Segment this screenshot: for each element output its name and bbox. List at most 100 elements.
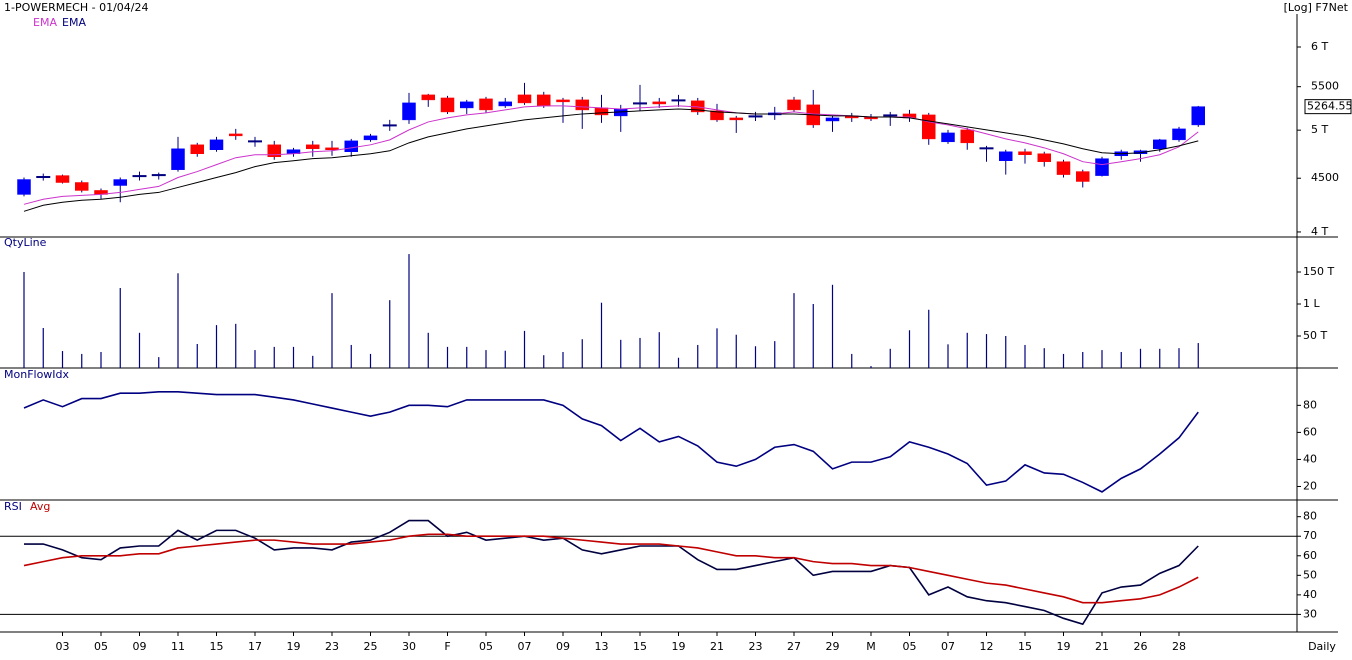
indicator-line bbox=[24, 519, 1199, 626]
y-tick-label: 5500 bbox=[1311, 80, 1339, 93]
chart-title: 1-POWERMECH - 01/04/24 bbox=[4, 1, 149, 14]
candle-body bbox=[729, 117, 743, 121]
candle-body bbox=[17, 179, 31, 195]
candle-body bbox=[1095, 158, 1109, 176]
y-tick-label: 50 T bbox=[1303, 329, 1327, 342]
candle-body bbox=[402, 102, 416, 121]
candle-body bbox=[229, 133, 243, 137]
candle-body bbox=[941, 132, 955, 143]
legend-entry: EMA bbox=[62, 16, 86, 29]
y-tick-label: 40 bbox=[1303, 588, 1317, 601]
candle-body bbox=[1018, 151, 1032, 155]
y-tick-label: 30 bbox=[1303, 607, 1317, 620]
ema-line bbox=[23, 105, 1199, 205]
candle-body bbox=[652, 101, 666, 105]
scale-label: [Log] F7Net bbox=[1284, 1, 1349, 14]
price-label-box bbox=[1304, 99, 1352, 115]
x-tick-label: 19 bbox=[1057, 640, 1071, 653]
candle-body bbox=[979, 147, 994, 150]
x-axis-label: Daily bbox=[1308, 640, 1336, 653]
candle-body bbox=[248, 140, 262, 143]
x-tick-label: 05 bbox=[479, 640, 493, 653]
candle-body bbox=[537, 94, 551, 107]
y-tick-label: 80 bbox=[1303, 398, 1317, 411]
x-tick-label: 21 bbox=[1095, 640, 1109, 653]
y-tick-label: 150 T bbox=[1303, 265, 1334, 278]
candle-body bbox=[633, 102, 647, 105]
x-tick-label: 13 bbox=[595, 640, 609, 653]
y-tick-label: 1 L bbox=[1303, 297, 1320, 310]
y-tick-label: 60 bbox=[1303, 549, 1317, 562]
x-tick-label: 07 bbox=[518, 640, 532, 653]
x-tick-label: 11 bbox=[171, 640, 185, 653]
y-tick-label: 40 bbox=[1303, 452, 1317, 465]
candle-body bbox=[325, 147, 339, 150]
candle-body bbox=[748, 115, 763, 118]
legend-entry: Avg bbox=[30, 500, 50, 513]
x-tick-label: 07 bbox=[941, 640, 955, 653]
candle-body bbox=[1191, 106, 1205, 126]
x-tick-label: 26 bbox=[1134, 640, 1148, 653]
candle-body bbox=[575, 99, 589, 111]
y-tick-label: 50 bbox=[1303, 568, 1317, 581]
y-tick-label: 5 T bbox=[1311, 123, 1328, 136]
panel-title: MonFlowIdx bbox=[4, 368, 70, 381]
x-tick-label: 29 bbox=[826, 640, 840, 653]
candle-body bbox=[787, 99, 801, 111]
ema-line bbox=[23, 108, 1199, 212]
x-tick-label: 15 bbox=[210, 640, 224, 653]
candle-body bbox=[883, 114, 898, 117]
x-tick-label: 27 bbox=[787, 640, 801, 653]
x-tick-label: 09 bbox=[133, 640, 147, 653]
candle-body bbox=[267, 144, 281, 157]
candle-body bbox=[171, 148, 185, 170]
candle-body bbox=[1037, 153, 1051, 162]
candle-body bbox=[55, 175, 70, 183]
candle-body bbox=[1172, 128, 1186, 141]
candle-body bbox=[209, 139, 224, 150]
candle-body bbox=[382, 124, 397, 127]
candle-body bbox=[498, 101, 512, 107]
candle-body bbox=[75, 182, 89, 191]
x-tick-label: 05 bbox=[94, 640, 108, 653]
y-tick-label: 6 T bbox=[1311, 40, 1328, 53]
y-tick-label: 4500 bbox=[1311, 171, 1339, 184]
candle-body bbox=[1153, 139, 1167, 150]
candle-body bbox=[421, 94, 435, 101]
candle-body bbox=[132, 175, 147, 178]
candle-body bbox=[344, 140, 358, 152]
candle-body bbox=[710, 110, 724, 121]
x-tick-label: F bbox=[444, 640, 450, 653]
y-tick-label: 4 T bbox=[1311, 225, 1328, 238]
candle-body bbox=[1056, 161, 1071, 175]
x-tick-label: 23 bbox=[325, 640, 339, 653]
y-tick-label: 20 bbox=[1303, 479, 1317, 492]
candle-body bbox=[190, 144, 204, 155]
candle-body bbox=[363, 135, 378, 141]
candle-body bbox=[960, 129, 974, 144]
indicator-line bbox=[23, 533, 1199, 604]
y-tick-label: 70 bbox=[1303, 529, 1317, 542]
candle-body bbox=[440, 97, 455, 113]
candle-body bbox=[999, 151, 1013, 161]
candle-body bbox=[479, 98, 493, 111]
candle-body bbox=[517, 94, 532, 104]
candle-body bbox=[306, 144, 320, 150]
candle-body bbox=[151, 174, 166, 177]
x-tick-label: 19 bbox=[672, 640, 686, 653]
x-tick-label: 03 bbox=[56, 640, 70, 653]
candle-body bbox=[36, 176, 51, 179]
x-tick-label: 23 bbox=[749, 640, 763, 653]
y-tick-label: 80 bbox=[1303, 510, 1317, 523]
x-tick-label: 05 bbox=[903, 640, 917, 653]
x-tick-label: 12 bbox=[980, 640, 994, 653]
x-tick-label: 30 bbox=[402, 640, 416, 653]
candle-body bbox=[113, 179, 127, 186]
x-tick-label: 21 bbox=[710, 640, 724, 653]
price-label: 5264.55 bbox=[1307, 100, 1352, 113]
legend-entry: EMA bbox=[33, 16, 57, 29]
candle-body bbox=[671, 99, 686, 102]
panel-title: QtyLine bbox=[4, 236, 47, 249]
